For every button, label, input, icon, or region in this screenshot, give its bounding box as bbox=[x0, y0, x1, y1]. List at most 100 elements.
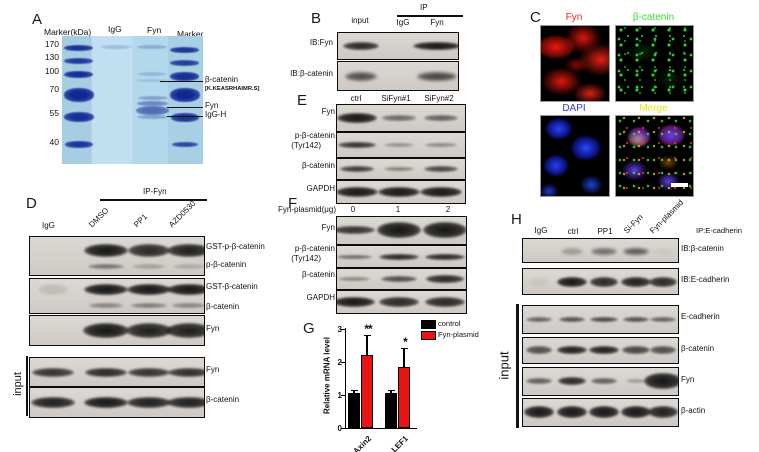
wb-band bbox=[131, 302, 167, 308]
wb-band bbox=[167, 396, 204, 408]
wb-band bbox=[412, 42, 458, 50]
lane-label-igg: IgG bbox=[534, 226, 548, 235]
ip-fyn-underline bbox=[100, 199, 207, 201]
scale-bar bbox=[671, 183, 688, 187]
wb-band bbox=[377, 222, 421, 238]
gel-band bbox=[137, 115, 168, 119]
blot-label: (Tyr142) bbox=[291, 141, 321, 150]
wb-band bbox=[653, 247, 673, 255]
blot-label: Fyn bbox=[206, 365, 220, 374]
wb-band bbox=[648, 277, 678, 287]
error-bar-cap bbox=[363, 335, 371, 337]
gel-band bbox=[170, 47, 199, 53]
wb-band bbox=[378, 187, 420, 197]
wb-band bbox=[342, 42, 380, 50]
gel-band bbox=[64, 58, 93, 64]
gel-band bbox=[100, 45, 132, 49]
blot-label: Fyn bbox=[681, 375, 695, 384]
lane-label-fyn: Fyn bbox=[147, 25, 162, 35]
lane-label-pp1: PP1 bbox=[132, 212, 150, 230]
marker-value: 100 bbox=[44, 66, 59, 76]
blot-label: β-catenin bbox=[301, 270, 335, 279]
input-bracket bbox=[26, 356, 28, 416]
bar bbox=[348, 393, 360, 428]
x-axis bbox=[345, 428, 417, 430]
lane-label-azd0530: AZD0530 bbox=[167, 198, 198, 230]
wb-band bbox=[588, 406, 620, 418]
panel-g-label: G bbox=[303, 320, 315, 337]
wb-band bbox=[591, 247, 617, 255]
wb-band bbox=[337, 254, 372, 260]
y-tick bbox=[341, 395, 345, 397]
error-bar bbox=[390, 390, 392, 394]
wb-band bbox=[424, 253, 466, 261]
annotation-line bbox=[160, 81, 203, 83]
gel-band bbox=[64, 88, 94, 102]
wb-band bbox=[167, 243, 204, 257]
western-blot bbox=[336, 158, 466, 180]
ip-fyn-header: IP-Fyn bbox=[143, 187, 167, 196]
wb-band bbox=[167, 283, 204, 295]
bar bbox=[385, 393, 397, 428]
western-blot bbox=[522, 268, 679, 295]
wb-band bbox=[167, 367, 204, 377]
western-blot bbox=[29, 315, 205, 346]
wb-band bbox=[523, 406, 555, 418]
annotation-peptide: [K.KEASRHAIMR.S] bbox=[205, 86, 260, 92]
lane-label-igg: IgG bbox=[42, 221, 55, 230]
wb-band bbox=[649, 346, 677, 354]
legend-label: control bbox=[438, 319, 461, 328]
wb-band bbox=[526, 377, 552, 385]
gel-band bbox=[137, 45, 167, 49]
wb-band bbox=[424, 297, 466, 307]
western-blot bbox=[29, 236, 205, 276]
blot-label: β-actin bbox=[681, 406, 706, 415]
wb-band bbox=[128, 367, 170, 377]
error-bar-cap bbox=[400, 348, 408, 350]
marker-value: 70 bbox=[49, 84, 59, 94]
gel-band bbox=[64, 71, 93, 78]
wb-band bbox=[526, 316, 552, 322]
error-bar bbox=[403, 348, 405, 367]
gel-band bbox=[65, 141, 93, 148]
if-title-dapi: DAPI bbox=[562, 103, 586, 114]
error-bar-cap bbox=[350, 389, 358, 391]
blot-label: GAPDH bbox=[306, 184, 335, 193]
gel-band bbox=[171, 113, 199, 122]
wb-band bbox=[420, 187, 462, 197]
blot-label: Fyn bbox=[321, 223, 335, 232]
western-blot bbox=[336, 245, 467, 268]
lane-label-sifyn1: SiFyn#1 bbox=[381, 94, 411, 103]
wb-band bbox=[423, 166, 459, 172]
wb-band bbox=[416, 71, 458, 81]
blot-label: β-catenin bbox=[206, 302, 240, 311]
wb-band bbox=[381, 276, 417, 282]
blot-label: p-β-catenin bbox=[206, 260, 247, 269]
error-bar bbox=[353, 390, 355, 394]
input-bracket bbox=[516, 304, 519, 428]
if-title-merge: Merge bbox=[639, 103, 668, 114]
wb-band bbox=[378, 253, 420, 261]
wb-band bbox=[425, 142, 457, 148]
wb-band bbox=[647, 406, 678, 418]
wb-band bbox=[37, 283, 69, 295]
wb-band bbox=[338, 276, 370, 282]
gel-band bbox=[64, 45, 93, 51]
panel-f-label: F bbox=[288, 195, 298, 212]
wb-band bbox=[557, 377, 587, 385]
wb-band bbox=[557, 346, 587, 354]
lane-label-fyn-plasmid: Fyn-plasmid bbox=[648, 198, 686, 236]
western-blot bbox=[522, 305, 679, 334]
wb-band bbox=[622, 316, 650, 322]
gel-band bbox=[136, 106, 169, 115]
wb-band bbox=[557, 277, 587, 287]
error-bar-cap bbox=[387, 389, 395, 391]
blot-label: IB:Fyn bbox=[309, 38, 333, 47]
y-tick-label: 0 bbox=[337, 423, 342, 433]
lane-label-igg: IgG bbox=[108, 24, 122, 34]
western-blot bbox=[337, 61, 459, 91]
y-axis-title: Relative mRNA level bbox=[322, 336, 332, 415]
marker-kda-header: Marker(kDa) bbox=[44, 27, 92, 37]
wb-band bbox=[423, 115, 459, 121]
legend-swatch bbox=[421, 331, 436, 340]
